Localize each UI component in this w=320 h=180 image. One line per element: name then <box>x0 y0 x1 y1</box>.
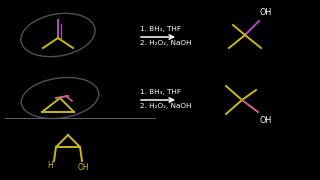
Text: 2. H₂O₂, NaOH: 2. H₂O₂, NaOH <box>140 103 191 109</box>
Text: 1. BH₃, THF: 1. BH₃, THF <box>140 89 181 95</box>
Text: OH: OH <box>78 163 90 172</box>
Text: OH: OH <box>260 8 272 17</box>
Text: OH: OH <box>259 116 271 125</box>
Text: H: H <box>47 161 53 170</box>
Text: 1. BH₃, THF: 1. BH₃, THF <box>140 26 181 32</box>
Text: 2. H₂O₂, NaOH: 2. H₂O₂, NaOH <box>140 40 191 46</box>
